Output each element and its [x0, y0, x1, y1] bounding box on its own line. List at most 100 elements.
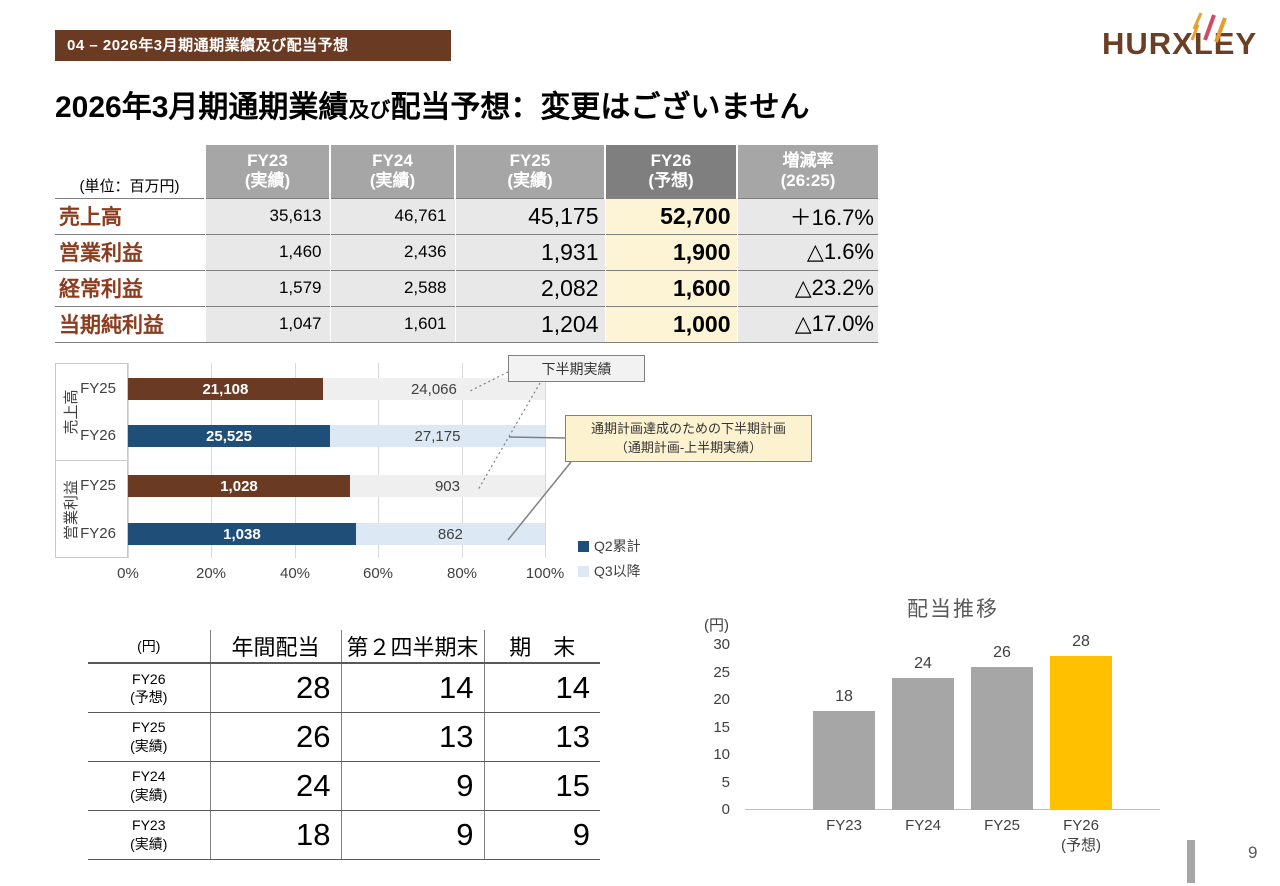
- fy-label: FY26: [132, 670, 166, 687]
- cell-fy25: 2,082: [454, 269, 605, 306]
- legend-label: Q3以降: [594, 563, 641, 579]
- cell-fy23: 1,579: [204, 269, 330, 306]
- fy-label: FY24: [132, 768, 166, 785]
- legend-swatch: [578, 565, 589, 577]
- page-number: 9: [1248, 843, 1258, 862]
- callout-line1: 通期計画達成のための下半期計画: [590, 420, 786, 436]
- yearend-dividend: 13: [483, 712, 600, 762]
- cell-fy26: 1,900: [604, 233, 737, 270]
- y-axis-tick: 0: [721, 801, 730, 818]
- yearend-dividend: 15: [483, 761, 600, 811]
- stacked-bar-chart: 売上高 営業利益 FY25 FY26 FY25 FY26 21,108 24,06…: [50, 350, 840, 595]
- column-header-line2: (実績): [507, 171, 553, 191]
- category-line: FY25: [984, 817, 1020, 834]
- annual-dividend: 18: [209, 810, 341, 860]
- x-axis-category-label: FY23: [803, 816, 885, 836]
- dividend-row-label: FY26 (予想): [88, 663, 210, 713]
- dividend-chart-title: 配当推移: [907, 598, 999, 621]
- q2-dividend: 13: [340, 712, 484, 762]
- x-axis-category-label: FY26 (予想): [1040, 816, 1122, 857]
- row-label: 営業利益: [55, 233, 205, 270]
- legend-swatch: [578, 540, 589, 552]
- cell-fy24: 2,436: [329, 233, 455, 270]
- stacked-bar-legend: Q2累計 Q3以降: [578, 536, 641, 586]
- bar-segment-Q3以降: 27,175: [329, 425, 545, 447]
- cell-fy24: 1,601: [329, 305, 455, 343]
- category-line: FY24: [905, 817, 941, 834]
- legend-item: Q2累計: [578, 536, 641, 556]
- stacked-bar-row-FY25: 1,028 903: [128, 475, 545, 497]
- dividend-table: (円) 年間配当 第２四半期末 期 末 FY26 (予想) 28 14 14 FY…: [88, 630, 600, 860]
- x-axis-category-label: FY25: [961, 816, 1043, 836]
- table-row: 当期純利益 1,047 1,601 1,204 1,000 △17.0%: [55, 305, 878, 343]
- row-axis-label: FY25: [80, 380, 116, 397]
- column-header-fy23: FY23 (実績): [204, 145, 330, 198]
- unit-label: (単位：百万円): [55, 145, 205, 198]
- column-header-fy24: FY24 (実績): [329, 145, 455, 198]
- fy-sublabel: (実績): [130, 835, 168, 852]
- bar-value-label: 24: [914, 655, 932, 672]
- dividend-bar-FY24: [892, 678, 954, 810]
- legend-label: Q2累計: [594, 538, 641, 554]
- company-logo: HURXLEY: [1102, 26, 1258, 61]
- row-axis-label: FY26: [80, 427, 116, 444]
- row-label: 経常利益: [55, 269, 205, 306]
- stacked-bar-row-FY26: 25,525 27,175: [128, 425, 545, 447]
- category-group-separator: [55, 460, 128, 461]
- category-line: (予想): [1061, 837, 1101, 855]
- cell-fy25: 1,204: [454, 305, 605, 343]
- y-axis-tick: 20: [713, 691, 730, 708]
- dividend-row: FY24 (実績) 24 9 15: [88, 761, 600, 811]
- bar-segment-Q3以降: 862: [355, 523, 545, 545]
- column-header-line2: (予想): [648, 171, 694, 191]
- callout-second-half-actual: 下半期実績: [508, 355, 645, 382]
- dividend-row: FY25 (実績) 26 13 13: [88, 712, 600, 762]
- dividend-chart-unit: (円): [704, 617, 729, 634]
- table-row: 経常利益 1,579 2,588 2,082 1,600 △23.2%: [55, 269, 878, 306]
- dividend-row-label: FY25 (実績): [88, 712, 210, 762]
- legend-item: Q3以降: [578, 561, 641, 581]
- stacked-bar-row-FY25: 21,108 24,066: [128, 378, 545, 400]
- column-header-line2: (実績): [244, 171, 291, 191]
- bar-value-label: 18: [835, 688, 853, 705]
- cell-fy25: 45,175: [454, 197, 605, 234]
- page-title-part2: 及び: [348, 99, 391, 122]
- column-header-q2end: 第２四半期末: [340, 630, 484, 664]
- x-axis-tick: 20%: [195, 565, 227, 582]
- annual-dividend: 28: [209, 663, 341, 713]
- fy-sublabel: (実績): [130, 737, 168, 754]
- column-header-line2: (26:25): [780, 171, 836, 191]
- callout-line2: （通期計画-上半期実績）: [614, 439, 763, 455]
- cell-fy24: 2,588: [329, 269, 455, 306]
- column-header-line1: FY25: [509, 150, 551, 170]
- y-axis-tick: 10: [713, 746, 730, 763]
- column-header-fy26: FY26 (予想): [604, 145, 737, 198]
- cell-fy23: 1,460: [204, 233, 330, 270]
- y-axis-tick: 5: [721, 773, 730, 791]
- stacked-bar-plot: 21,108 24,066 25,525 27,175 1,028 903 1,038 862: [128, 363, 546, 558]
- financial-results-table: (単位：百万円) FY23 (実績) FY24 (実績) FY25 (実績) FY26…: [55, 145, 878, 343]
- page-number-bar: [1187, 840, 1195, 883]
- bar-segment-Q2累計: 1,028: [128, 475, 350, 497]
- cell-change: △23.2%: [736, 269, 878, 306]
- row-axis-label: FY25: [80, 477, 116, 494]
- dividend-bar-FY26: [1050, 656, 1112, 810]
- category-line: FY26: [1063, 817, 1099, 834]
- page-title-part1: 2026年3月期通期業績: [55, 91, 349, 124]
- dividend-row: FY23 (実績) 18 9 9: [88, 810, 600, 860]
- bar-segment-Q2累計: 25,525: [128, 425, 330, 447]
- fy-sublabel: (予想): [130, 688, 168, 705]
- dividend-bar-FY23: [813, 711, 875, 810]
- gridline: [128, 363, 129, 558]
- x-axis-tick: 80%: [446, 565, 478, 582]
- cell-fy23: 35,613: [204, 197, 330, 234]
- dividend-header-row: (円) 年間配当 第２四半期末 期 末: [88, 630, 600, 664]
- column-header-line1: 増減率: [782, 150, 834, 170]
- column-header-annual: 年間配当: [209, 630, 341, 664]
- cell-change: △1.6%: [736, 233, 878, 270]
- x-axis-tick: 0%: [117, 565, 139, 582]
- cell-change: ＋16.7%: [736, 197, 878, 234]
- annual-dividend: 26: [209, 712, 341, 762]
- column-header-fy25: FY25 (実績): [454, 145, 605, 198]
